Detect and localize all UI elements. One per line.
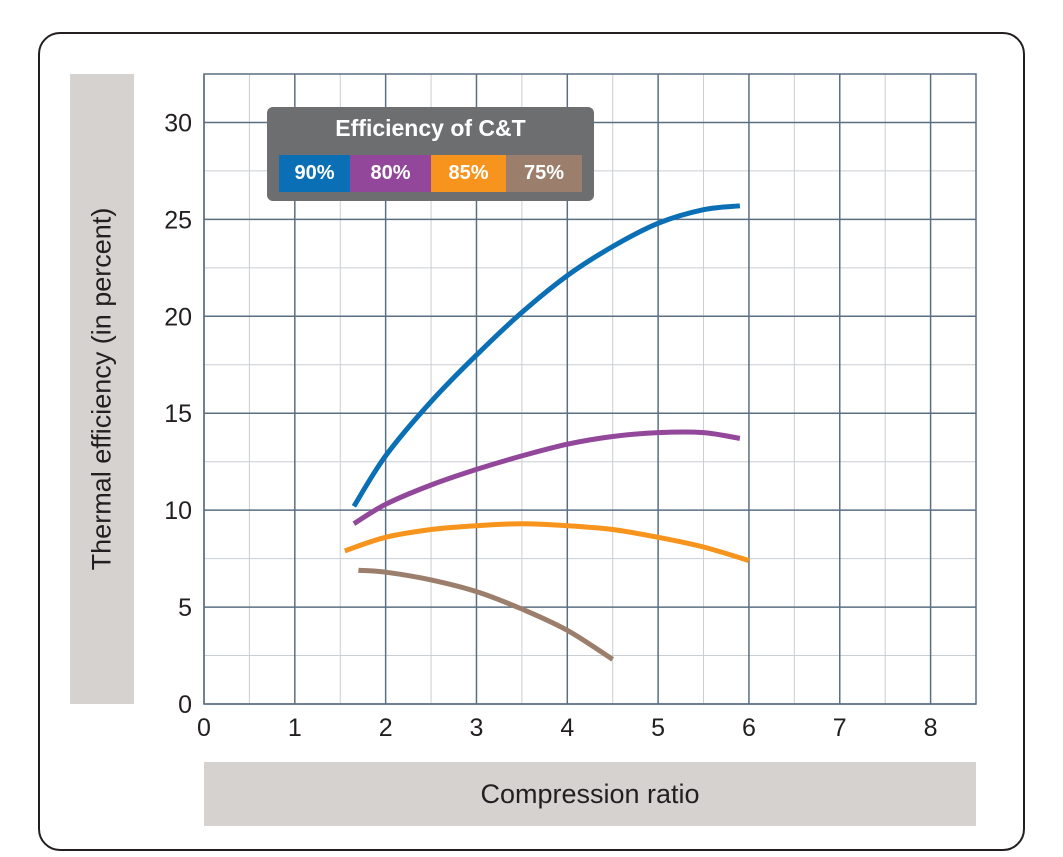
x-tick-label: 5	[651, 714, 665, 742]
x-tick-label: 0	[197, 714, 211, 742]
plot-border	[203, 73, 977, 705]
x-tick-labels: 0 1 2 3 4 5 6 7 8	[197, 714, 937, 742]
legend-item-label: 85%	[448, 162, 489, 184]
legend-item-75: 75%	[506, 155, 582, 192]
y-tick-label: 15	[164, 400, 192, 428]
legend-item-label: 80%	[370, 162, 411, 184]
legend-item-80: 80%	[350, 155, 431, 192]
x-tick-label: 6	[742, 714, 756, 742]
x-tick-label: 8	[924, 714, 938, 742]
series-line-3	[358, 567, 615, 662]
series-layer	[343, 203, 750, 662]
x-tick-label: 1	[288, 714, 302, 742]
legend-item-label: 75%	[523, 162, 565, 184]
legend-item-90: 90%	[279, 155, 350, 192]
legend-item-85: 85%	[431, 155, 506, 192]
series-line-0	[351, 203, 741, 508]
x-tick-label: 4	[560, 714, 574, 742]
x-axis-label: Compression ratio	[480, 779, 700, 809]
series-line-2	[343, 521, 750, 563]
legend-title: Efficiency of C&T	[335, 115, 526, 141]
x-tick-label: 2	[379, 714, 393, 742]
y-tick-labels: 0 5 10 15 20 25 30	[164, 109, 192, 719]
y-tick-label: 20	[164, 303, 192, 331]
y-tick-label: 30	[164, 109, 192, 137]
x-axis-label-band: Compression ratio	[204, 762, 976, 826]
y-axis-label-band	[70, 74, 134, 704]
series-line-1	[352, 429, 741, 526]
legend: Efficiency of C&T 90% 80% 85% 75%	[267, 107, 594, 201]
y-tick-label: 5	[178, 594, 192, 622]
legend-item-label: 90%	[294, 162, 335, 184]
x-tick-label: 3	[470, 714, 484, 742]
y-tick-label: 10	[164, 497, 192, 525]
y-tick-label: 25	[164, 206, 192, 234]
x-tick-label: 7	[833, 714, 847, 742]
y-tick-label: 0	[178, 691, 192, 719]
